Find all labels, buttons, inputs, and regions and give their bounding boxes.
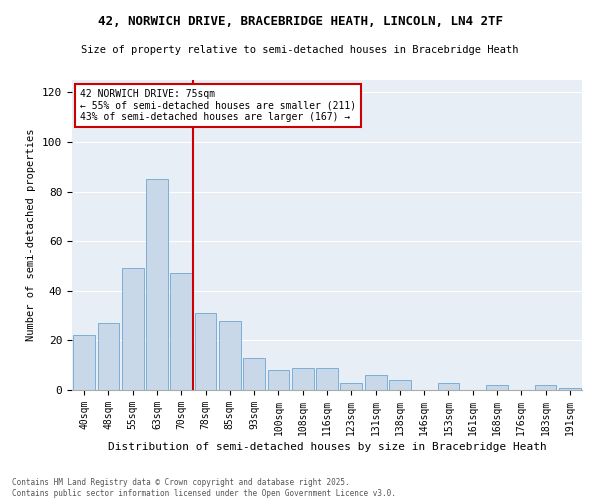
Bar [194,313,217,390]
Text: 42, NORWICH DRIVE, BRACEBRIDGE HEATH, LINCOLN, LN4 2TF: 42, NORWICH DRIVE, BRACEBRIDGE HEATH, LI… [97,15,503,28]
Bar [292,368,314,390]
Bar [170,274,192,390]
Bar [559,388,581,390]
Bar [365,375,386,390]
Bar [340,382,362,390]
Bar [97,323,119,390]
Bar [219,320,241,390]
Bar [146,179,168,390]
Text: 42 NORWICH DRIVE: 75sqm
← 55% of semi-detached houses are smaller (211)
43% of s: 42 NORWICH DRIVE: 75sqm ← 55% of semi-de… [80,90,356,122]
Text: Size of property relative to semi-detached houses in Bracebridge Heath: Size of property relative to semi-detach… [81,45,519,55]
Y-axis label: Number of semi-detached properties: Number of semi-detached properties [26,128,37,341]
Bar [243,358,265,390]
X-axis label: Distribution of semi-detached houses by size in Bracebridge Heath: Distribution of semi-detached houses by … [107,442,547,452]
Bar [486,385,508,390]
Bar [389,380,411,390]
Bar [316,368,338,390]
Text: Contains HM Land Registry data © Crown copyright and database right 2025.
Contai: Contains HM Land Registry data © Crown c… [12,478,396,498]
Bar [122,268,143,390]
Bar [437,382,460,390]
Bar [268,370,289,390]
Bar [73,336,95,390]
Bar [535,385,556,390]
